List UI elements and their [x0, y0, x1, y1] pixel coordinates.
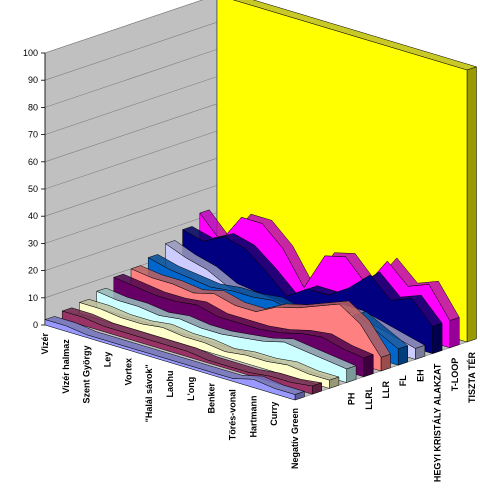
x-tick-label: Vizér	[40, 333, 50, 355]
y-tick-label: 70	[28, 130, 38, 140]
area	[79, 302, 330, 389]
grid-line	[44, 49, 218, 108]
area-side	[432, 322, 443, 354]
series-label: HEGYI KRISTÁLY ALAKZAT	[433, 363, 443, 482]
area-side	[380, 353, 391, 372]
x-tick-label: Laohu	[165, 371, 175, 398]
grid-line	[44, 157, 218, 217]
area-side	[363, 354, 374, 378]
grid-line	[44, 76, 218, 135]
y-tick-label: 90	[28, 75, 38, 85]
y-tick-label: 80	[28, 102, 38, 112]
y-tick-label: 0	[33, 320, 38, 330]
series-label: PH	[347, 393, 357, 406]
series-label: EH	[415, 369, 425, 382]
x-tick-label: Vortex	[123, 358, 133, 385]
grid-line	[44, 21, 218, 81]
x-tick-label: "Halál sávok"	[144, 364, 154, 422]
area-side	[346, 365, 357, 383]
area	[61, 310, 313, 395]
x-tick-label: L'ong	[186, 377, 196, 401]
x-tick-label: Törés-vonal	[228, 389, 238, 440]
y-tick-label: 20	[28, 266, 38, 276]
area-side	[449, 317, 460, 349]
y-tick-label: 100	[23, 48, 38, 58]
series-label: LLRL	[364, 386, 374, 409]
grid-line	[44, 130, 218, 190]
grid-line	[44, 212, 218, 271]
x-tick-label: Benker	[207, 383, 217, 414]
x-tick-label: Negatív Green	[290, 408, 300, 469]
series-label: LLR	[381, 381, 391, 399]
y-tick-label: 40	[28, 211, 38, 221]
grid-line	[44, 103, 218, 163]
grid-line	[44, 185, 218, 244]
area-side	[397, 345, 408, 366]
y-tick-label: 10	[28, 293, 38, 303]
area	[44, 319, 296, 401]
series-label: TISZTA TÉR	[467, 352, 477, 403]
x-tick-label: Ley	[103, 352, 113, 368]
series-label: T-LOOP	[450, 358, 460, 392]
area-side	[466, 66, 477, 343]
x-tick-label: Curry	[269, 402, 279, 426]
x-tick-label: Hartmann	[248, 396, 258, 438]
series-label: FL	[398, 375, 408, 386]
x-tick-label: Szent György	[82, 346, 92, 404]
grid-line	[44, 0, 204, 54]
x-tick-label: Vizér halmaz	[61, 339, 71, 394]
y-tick-label: 50	[28, 184, 38, 194]
y-tick-label: 30	[28, 238, 38, 248]
y-tick-label: 60	[28, 157, 38, 167]
